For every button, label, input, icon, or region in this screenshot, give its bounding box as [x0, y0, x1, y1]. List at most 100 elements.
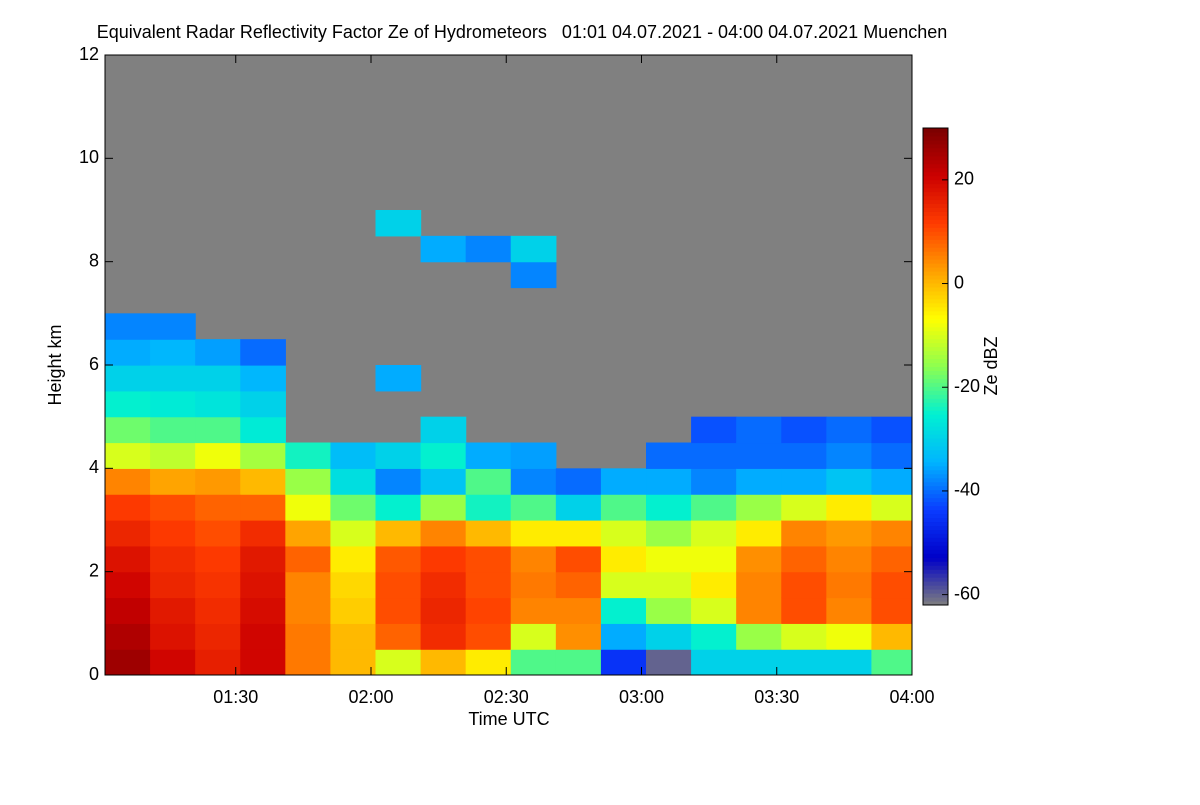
heatmap-cell — [871, 442, 912, 469]
heatmap-cell — [240, 442, 286, 469]
heatmap-cell — [736, 571, 782, 599]
heatmap-cell — [736, 442, 782, 469]
heatmap-cell — [871, 494, 912, 521]
colorbar-segment — [923, 358, 948, 364]
colorbar-segment — [923, 215, 948, 220]
colorbar-segment — [923, 374, 948, 379]
heatmap-cell — [736, 597, 782, 624]
heatmap-cell — [646, 494, 692, 521]
heatmap-cell — [465, 494, 512, 521]
heatmap — [105, 55, 912, 675]
heatmap-cell — [105, 571, 151, 599]
heatmap-cell — [510, 571, 557, 599]
heatmap-cell — [826, 494, 873, 521]
heatmap-cell — [195, 597, 241, 624]
heatmap-cell — [826, 442, 873, 469]
colorbar-segment — [923, 465, 948, 471]
heatmap-cell — [465, 597, 512, 624]
colorbar-segment — [923, 529, 948, 534]
colorbar-segment — [923, 239, 948, 244]
heatmap-cell — [375, 545, 422, 573]
heatmap-cell — [105, 468, 151, 495]
colorbar-segment — [923, 593, 948, 598]
colorbar-segment — [923, 211, 948, 216]
heatmap-cell — [555, 649, 602, 675]
colorbar-tick-label: -60 — [954, 583, 980, 603]
heatmap-cell — [195, 623, 241, 650]
colorbar-segment — [923, 493, 948, 499]
heatmap-cell — [195, 545, 241, 573]
heatmap-cell — [691, 545, 737, 573]
colorbar-segment — [923, 191, 948, 197]
heatmap-cell — [195, 339, 241, 366]
colorbar-segment — [923, 513, 948, 519]
heatmap-cell — [150, 597, 196, 624]
y-axis-label: Height km — [45, 324, 65, 405]
heatmap-cell — [150, 313, 196, 340]
colorbar-segment — [923, 342, 948, 348]
colorbar-segment — [923, 251, 948, 256]
colorbar-segment — [923, 517, 948, 523]
heatmap-cell — [646, 649, 692, 675]
heatmap-cell — [195, 416, 241, 444]
colorbar-segment — [923, 601, 948, 606]
heatmap-cell — [871, 649, 912, 675]
heatmap-cell — [781, 597, 827, 624]
x-axis-label: Time UTC — [468, 709, 549, 729]
colorbar-segment — [923, 398, 948, 403]
heatmap-cell — [736, 468, 782, 495]
colorbar-segment — [923, 219, 948, 224]
heatmap-cell — [646, 520, 692, 547]
colorbar-segment — [923, 489, 948, 495]
heatmap-cell — [826, 545, 873, 573]
heatmap-cell — [871, 623, 912, 650]
colorbar-segment — [923, 350, 948, 356]
heatmap-cell — [105, 545, 151, 573]
heatmap-cell — [240, 649, 286, 675]
heatmap-cell — [600, 494, 647, 521]
heatmap-cell — [871, 468, 912, 495]
heatmap-cell — [375, 468, 422, 495]
heatmap-cell — [195, 520, 241, 547]
colorbar-segment — [923, 223, 948, 228]
heatmap-cell — [465, 545, 512, 573]
colorbar-tick-label: -20 — [954, 376, 980, 396]
colorbar-segment — [923, 569, 948, 574]
heatmap-cell — [600, 571, 647, 599]
colorbar-segment — [923, 370, 948, 375]
colorbar-segment — [923, 438, 948, 443]
colorbar-segment — [923, 457, 948, 463]
colorbar-segment — [923, 310, 948, 316]
heatmap-cell — [871, 545, 912, 573]
colorbar-segment — [923, 179, 948, 185]
colorbar-segment — [923, 171, 948, 177]
heatmap-cell — [420, 597, 467, 624]
colorbar-segment — [923, 402, 948, 407]
heatmap-cell — [510, 261, 557, 289]
colorbar-segment — [923, 469, 948, 475]
heatmap-cell — [826, 623, 873, 650]
colorbar-segment — [923, 346, 948, 352]
heatmap-cell — [826, 597, 873, 624]
colorbar-segment — [923, 294, 948, 300]
colorbar-segment — [923, 537, 948, 542]
colorbar-segment — [923, 561, 948, 566]
colorbar-segment — [923, 267, 948, 272]
y-tick-label: 12 — [79, 44, 99, 64]
colorbar-segment — [923, 446, 948, 451]
y-tick-label: 8 — [89, 250, 99, 270]
heatmap-cell — [510, 649, 557, 675]
heatmap-cell — [150, 339, 196, 366]
heatmap-cell — [285, 468, 332, 495]
colorbar-segment — [923, 461, 948, 467]
heatmap-cell — [240, 494, 286, 521]
colorbar-segment — [923, 406, 948, 411]
colorbar-segment — [923, 227, 948, 232]
colorbar-segment — [923, 453, 948, 459]
heatmap-cell — [150, 390, 196, 418]
colorbar-segment — [923, 318, 948, 324]
colorbar-segment — [923, 390, 948, 395]
heatmap-cell — [195, 390, 241, 418]
colorbar-segment — [923, 334, 948, 340]
heatmap-cell — [240, 597, 286, 624]
